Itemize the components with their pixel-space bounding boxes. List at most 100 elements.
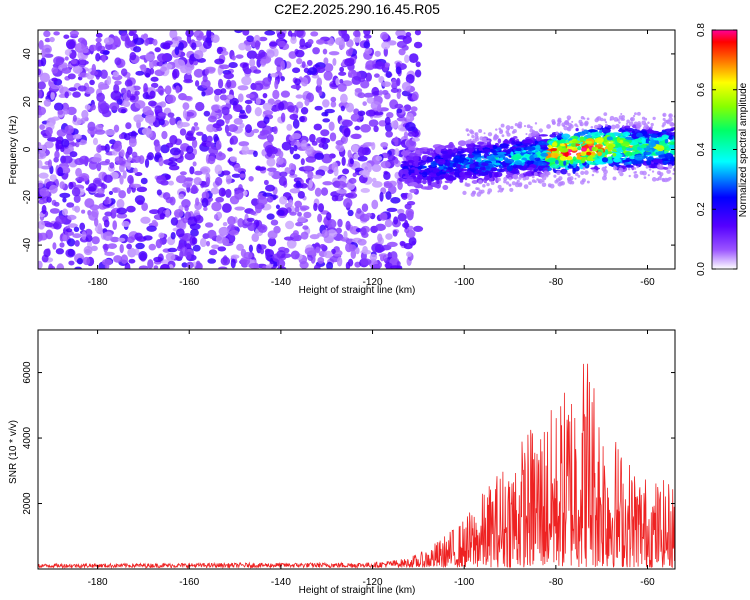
heatmap-cell: [204, 68, 210, 76]
heatmap-cell: [140, 177, 148, 185]
heatmap-cell: [121, 220, 130, 227]
heatmap-cell: [645, 156, 655, 161]
heatmap-cell: [357, 238, 367, 246]
heatmap-cell: [672, 172, 675, 175]
heatmap-cell: [405, 172, 410, 178]
heatmap-cell: [505, 130, 510, 134]
heatmap-cell: [290, 36, 297, 45]
heatmap-cell: [62, 155, 73, 164]
heatmap-cell: [408, 182, 419, 187]
heatmap-cell: [125, 122, 132, 130]
heatmap-cell: [486, 182, 490, 187]
heatmap-cell: [218, 226, 230, 236]
heatmap-cell: [165, 252, 176, 262]
heatmap-cell: [44, 141, 54, 149]
heatmap-cell: [74, 266, 83, 269]
heatmap-cell: [183, 72, 193, 83]
heatmap-cell: [184, 177, 194, 182]
heatmap-cell: [377, 233, 383, 243]
heatmap-cell: [228, 230, 239, 236]
heatmap-cell: [347, 149, 352, 159]
colorbar-tick-label: 0.2: [696, 202, 707, 216]
heatmap-cell: [563, 125, 568, 131]
heatmap-cell: [389, 265, 401, 269]
heatmap-cell: [275, 204, 281, 210]
heatmap-cell: [195, 197, 200, 206]
heatmap-cell: [175, 175, 187, 184]
heatmap-cell: [478, 172, 489, 176]
heatmap-cell: [289, 169, 296, 176]
heatmap-cell: [477, 141, 484, 145]
heatmap-cell: [360, 227, 367, 236]
heatmap-cell: [158, 157, 164, 167]
heatmap-cell: [257, 133, 269, 140]
heatmap-cell: [148, 243, 157, 251]
heatmap-cell: [404, 38, 412, 43]
heatmap-cell: [291, 132, 302, 140]
colorbar-tick-label: 0.0: [696, 262, 707, 276]
heatmap-cell: [55, 215, 67, 225]
heatmap-cell: [288, 51, 297, 59]
heatmap-cell: [259, 58, 267, 66]
heatmap-cell: [322, 118, 331, 123]
heatmap-cell: [120, 87, 127, 95]
heatmap-cell: [263, 179, 269, 186]
heatmap-cell: [201, 133, 208, 143]
heatmap-cell: [43, 53, 54, 58]
heatmap-cell: [53, 102, 64, 111]
heatmap-cell: [208, 146, 219, 155]
heatmap-cell: [73, 226, 80, 232]
heatmap-cell: [292, 118, 300, 129]
heatmap-cell: [452, 158, 460, 163]
heatmap-cell: [118, 133, 125, 140]
heatmap-cell: [421, 155, 427, 161]
heatmap-cell: [299, 38, 306, 48]
heatmap-cell: [575, 127, 579, 132]
heatmap-cell: [641, 138, 646, 144]
heatmap-cell: [225, 174, 232, 185]
heatmap-cell: [474, 132, 477, 136]
heatmap-cell: [591, 146, 597, 152]
heatmap-cell: [435, 176, 441, 181]
heatmap-cell: [305, 146, 314, 153]
heatmap-cell: [540, 173, 545, 178]
heatmap-cell: [647, 121, 650, 125]
heatmap-cell: [396, 40, 407, 49]
heatmap-cell: [155, 239, 163, 249]
heatmap-cell: [648, 142, 657, 148]
heatmap-cell: [241, 145, 250, 155]
heatmap-cell: [307, 67, 318, 75]
heatmap-cell: [604, 148, 609, 156]
heatmap-cell: [39, 72, 51, 83]
heatmap-cell: [193, 177, 202, 186]
heatmap-cell: [322, 99, 330, 108]
heatmap-cell: [664, 139, 669, 144]
heatmap-cell: [124, 262, 131, 269]
heatmap-cell: [56, 263, 65, 269]
x-tick-label: -60: [640, 577, 655, 588]
heatmap-cell: [538, 141, 547, 146]
heatmap-cell: [566, 115, 572, 120]
heatmap-cell: [182, 102, 190, 111]
heatmap-cell: [337, 218, 343, 228]
heatmap-cell: [75, 167, 82, 177]
heatmap-cell: [287, 199, 294, 207]
heatmap-cell: [287, 105, 295, 113]
heatmap-cell: [328, 51, 340, 56]
heatmap-cell: [571, 140, 581, 144]
heatmap-cell: [133, 167, 138, 174]
heatmap-cell: [262, 92, 268, 99]
heatmap-cell: [61, 67, 72, 74]
heatmap-cell: [549, 133, 557, 138]
heatmap-cell: [253, 82, 264, 91]
heatmap-cell: [362, 169, 370, 178]
heatmap-cell: [80, 117, 86, 124]
heatmap-cell: [230, 135, 239, 145]
heatmap-cell: [245, 104, 252, 114]
heatmap-cell: [116, 207, 128, 215]
heatmap-cell: [457, 146, 463, 150]
heatmap-cell: [114, 57, 122, 66]
heatmap-cell: [483, 180, 487, 184]
heatmap-cell: [81, 230, 87, 240]
heatmap-cell: [513, 135, 518, 139]
